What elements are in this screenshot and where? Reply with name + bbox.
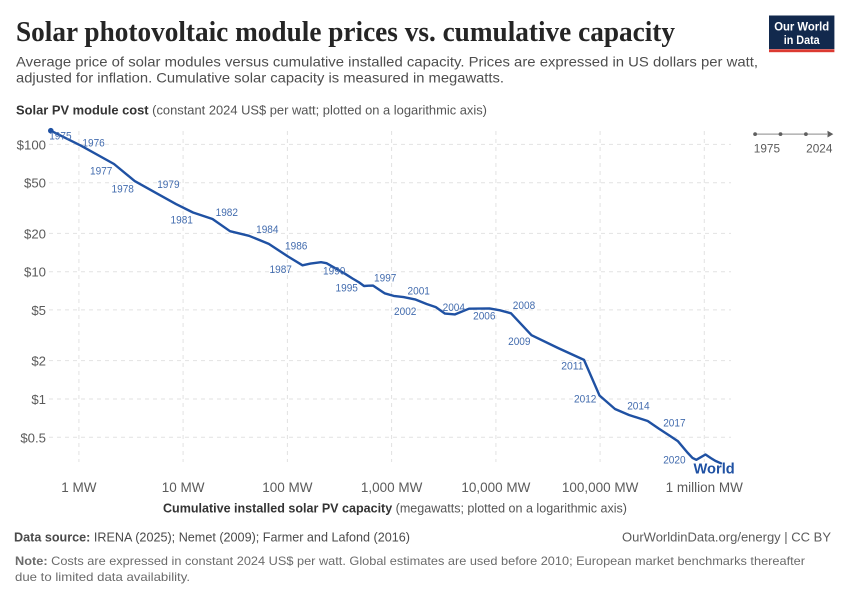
svg-text:100 MW: 100 MW <box>262 480 313 495</box>
svg-text:1981: 1981 <box>171 215 193 227</box>
svg-text:1,000 MW: 1,000 MW <box>361 480 423 495</box>
svg-text:10,000 MW: 10,000 MW <box>461 480 530 495</box>
svg-text:2014: 2014 <box>627 400 649 412</box>
svg-text:Data source: IRENA (2025); Nem: Data source: IRENA (2025); Nemet (2009);… <box>14 530 410 545</box>
svg-text:Note: Costs are expressed in c: Note: Costs are expressed in constant 20… <box>15 554 805 568</box>
svg-text:$10: $10 <box>24 265 46 280</box>
svg-text:Solar photovoltaic module pric: Solar photovoltaic module prices vs. cum… <box>16 16 675 48</box>
svg-text:100,000 MW: 100,000 MW <box>562 480 639 495</box>
svg-text:$5: $5 <box>31 303 46 318</box>
svg-text:2020: 2020 <box>663 455 685 467</box>
svg-text:1979: 1979 <box>157 179 179 191</box>
svg-text:1987: 1987 <box>270 264 292 276</box>
svg-text:1975: 1975 <box>49 131 71 143</box>
svg-text:$20: $20 <box>24 226 46 241</box>
svg-text:1997: 1997 <box>374 272 396 284</box>
svg-text:OurWorldinData.org/energy | CC: OurWorldinData.org/energy | CC BY <box>622 530 831 545</box>
svg-text:1 million MW: 1 million MW <box>666 480 744 495</box>
svg-text:1995: 1995 <box>336 282 358 294</box>
svg-text:2009: 2009 <box>508 336 530 348</box>
svg-text:due to limited data availabili: due to limited data availability. <box>15 570 190 584</box>
svg-text:Solar PV module cost (constant: Solar PV module cost (constant 2024 US$ … <box>16 102 487 117</box>
svg-text:2001: 2001 <box>408 285 430 297</box>
svg-text:Our World: Our World <box>774 20 829 34</box>
svg-text:1 MW: 1 MW <box>61 480 97 495</box>
svg-text:$2: $2 <box>31 354 46 369</box>
svg-text:Cumulative installed solar PV: Cumulative installed solar PV capacity (… <box>163 500 627 515</box>
svg-text:adjusted for inflation. Cumula: adjusted for inflation. Cumulative solar… <box>16 71 504 86</box>
svg-text:2006: 2006 <box>473 310 495 322</box>
svg-text:Average price of solar modules: Average price of solar modules versus cu… <box>16 55 758 70</box>
svg-text:1990: 1990 <box>323 266 345 278</box>
svg-text:$0.5: $0.5 <box>20 430 46 445</box>
svg-text:World: World <box>694 462 735 478</box>
svg-text:$1: $1 <box>31 392 46 407</box>
svg-text:10 MW: 10 MW <box>162 480 205 495</box>
svg-text:2024: 2024 <box>806 142 833 156</box>
svg-text:1986: 1986 <box>285 241 307 253</box>
svg-text:1976: 1976 <box>82 137 104 149</box>
svg-text:2002: 2002 <box>394 306 416 318</box>
svg-text:2017: 2017 <box>663 418 685 430</box>
svg-text:in Data: in Data <box>784 33 820 47</box>
svg-text:1975: 1975 <box>754 142 781 156</box>
svg-text:1982: 1982 <box>216 207 238 219</box>
svg-text:2012: 2012 <box>574 393 596 405</box>
svg-text:2004: 2004 <box>443 302 465 314</box>
svg-text:1984: 1984 <box>256 224 278 236</box>
svg-text:$50: $50 <box>24 176 46 191</box>
svg-text:2008: 2008 <box>513 300 535 312</box>
svg-text:1977: 1977 <box>90 165 112 177</box>
svg-text:2011: 2011 <box>561 361 583 373</box>
svg-text:$100: $100 <box>17 137 46 152</box>
svg-text:1978: 1978 <box>112 184 134 196</box>
